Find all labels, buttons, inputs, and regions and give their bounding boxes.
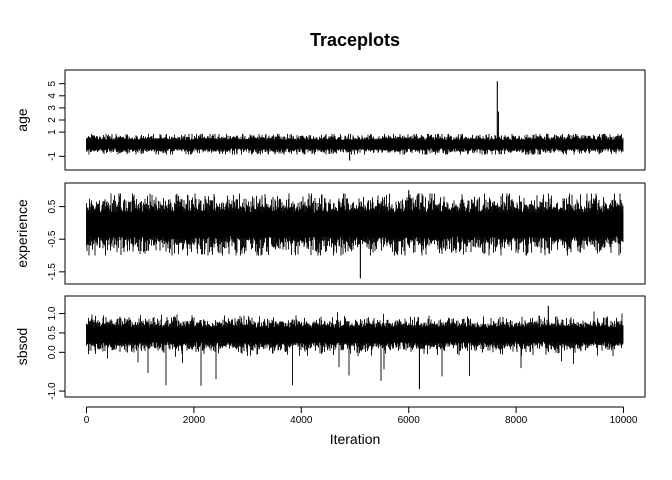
y-axis-title-age: age	[14, 108, 30, 132]
y-tick-label: 0.5	[47, 199, 58, 213]
y-tick-label: 1.0	[47, 306, 58, 320]
y-tick-label: -1.5	[47, 263, 58, 281]
x-tick-label: 4000	[290, 415, 313, 426]
y-tick-label: 3	[47, 105, 58, 111]
panel-frame	[64, 295, 646, 398]
y-tick-label: -0.5	[47, 230, 58, 248]
x-tick-label: 8000	[505, 415, 528, 426]
y-tick-label: 0.0	[47, 345, 58, 359]
panel-frame	[64, 69, 646, 171]
trace-line-sbsod	[86, 311, 624, 386]
panel-age: -1 1 2 3 4 5 age	[14, 69, 646, 171]
x-tick-label: 6000	[398, 415, 421, 426]
panels-group: -1 1 2 3 4 5 age -1.5 -0.5 0.5 experience -1.0 0.0 0.…	[14, 69, 646, 400]
y-tick-label: 5	[47, 80, 58, 86]
y-tick-label: 2	[47, 117, 58, 123]
y-tick-label: -1	[47, 151, 58, 160]
panel-sbsod: -1.0 0.0 0.5 1.0 sbsod	[14, 295, 646, 400]
x-tick-label: 0	[84, 415, 90, 426]
panel-experience: -1.5 -0.5 0.5 experience	[14, 182, 646, 285]
y-tick-label: 0.5	[47, 326, 58, 340]
y-tick-label: -1.0	[47, 382, 58, 400]
x-tick-label: 10000	[610, 415, 638, 426]
x-axis: 0 2000 4000 6000 8000 10000	[84, 406, 638, 426]
y-tick-label: 1	[47, 129, 58, 135]
trace-line-experience	[86, 193, 624, 256]
chart-title: Traceplots	[310, 30, 400, 50]
trace-line-age	[86, 133, 624, 155]
x-axis-title: Iteration	[330, 431, 381, 447]
x-tick-label: 2000	[183, 415, 206, 426]
panel-frame	[64, 182, 646, 285]
y-axis-title-experience: experience	[14, 199, 30, 268]
y-tick-label: 4	[47, 93, 58, 99]
y-axis-title-sbsod: sbsod	[14, 328, 30, 365]
